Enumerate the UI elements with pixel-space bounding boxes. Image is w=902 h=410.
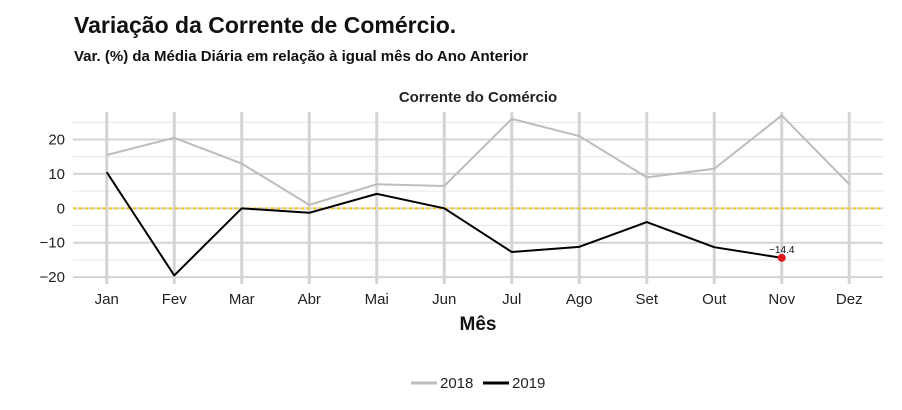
x-tick-label: Set bbox=[635, 291, 658, 308]
series-line-2018 bbox=[106, 114, 850, 206]
x-tick-label: Jun bbox=[432, 291, 456, 308]
chart-title: Variação da Corrente de Comércio. bbox=[74, 12, 457, 38]
y-tick-label: −10 bbox=[40, 235, 65, 252]
y-tick-label: 0 bbox=[57, 200, 65, 217]
legend: 2018 2019 bbox=[411, 375, 545, 392]
y-tick-label: 10 bbox=[48, 166, 65, 183]
x-axis-label: Mês bbox=[460, 314, 497, 335]
y-axis: 20 10 0 −10 −20 bbox=[40, 132, 65, 287]
x-tick-label: Out bbox=[702, 291, 727, 308]
x-tick-label: Mar bbox=[229, 291, 255, 308]
x-axis: Jan Fev Mar Abr Mai Jun Jul Ago Set Out Nov Dez bbox=[95, 291, 863, 308]
chart-subtitle: Var. (%) da Média Diária em relação à ig… bbox=[74, 48, 529, 65]
x-tick-label: Fev bbox=[162, 291, 188, 308]
series-line-2019 bbox=[105, 171, 782, 277]
highlight-label: −14.4 bbox=[769, 245, 795, 256]
grid bbox=[73, 112, 883, 284]
x-tick-label: Dez bbox=[836, 291, 863, 308]
x-tick-label: Mai bbox=[365, 291, 389, 308]
highlight-point bbox=[777, 253, 786, 262]
x-tick-label: Jul bbox=[502, 291, 521, 308]
x-tick-label: Ago bbox=[566, 291, 593, 308]
panel-title: Corrente do Comércio bbox=[399, 89, 557, 106]
legend-label-2019: 2019 bbox=[512, 375, 545, 392]
x-tick-label: Abr bbox=[298, 291, 321, 308]
legend-label-2018: 2018 bbox=[440, 375, 473, 392]
x-tick-label: Nov bbox=[768, 291, 795, 308]
x-tick-label: Jan bbox=[95, 291, 119, 308]
series-layer: −14.4 bbox=[105, 114, 850, 277]
y-tick-label: −20 bbox=[40, 269, 65, 286]
y-tick-label: 20 bbox=[48, 132, 65, 149]
